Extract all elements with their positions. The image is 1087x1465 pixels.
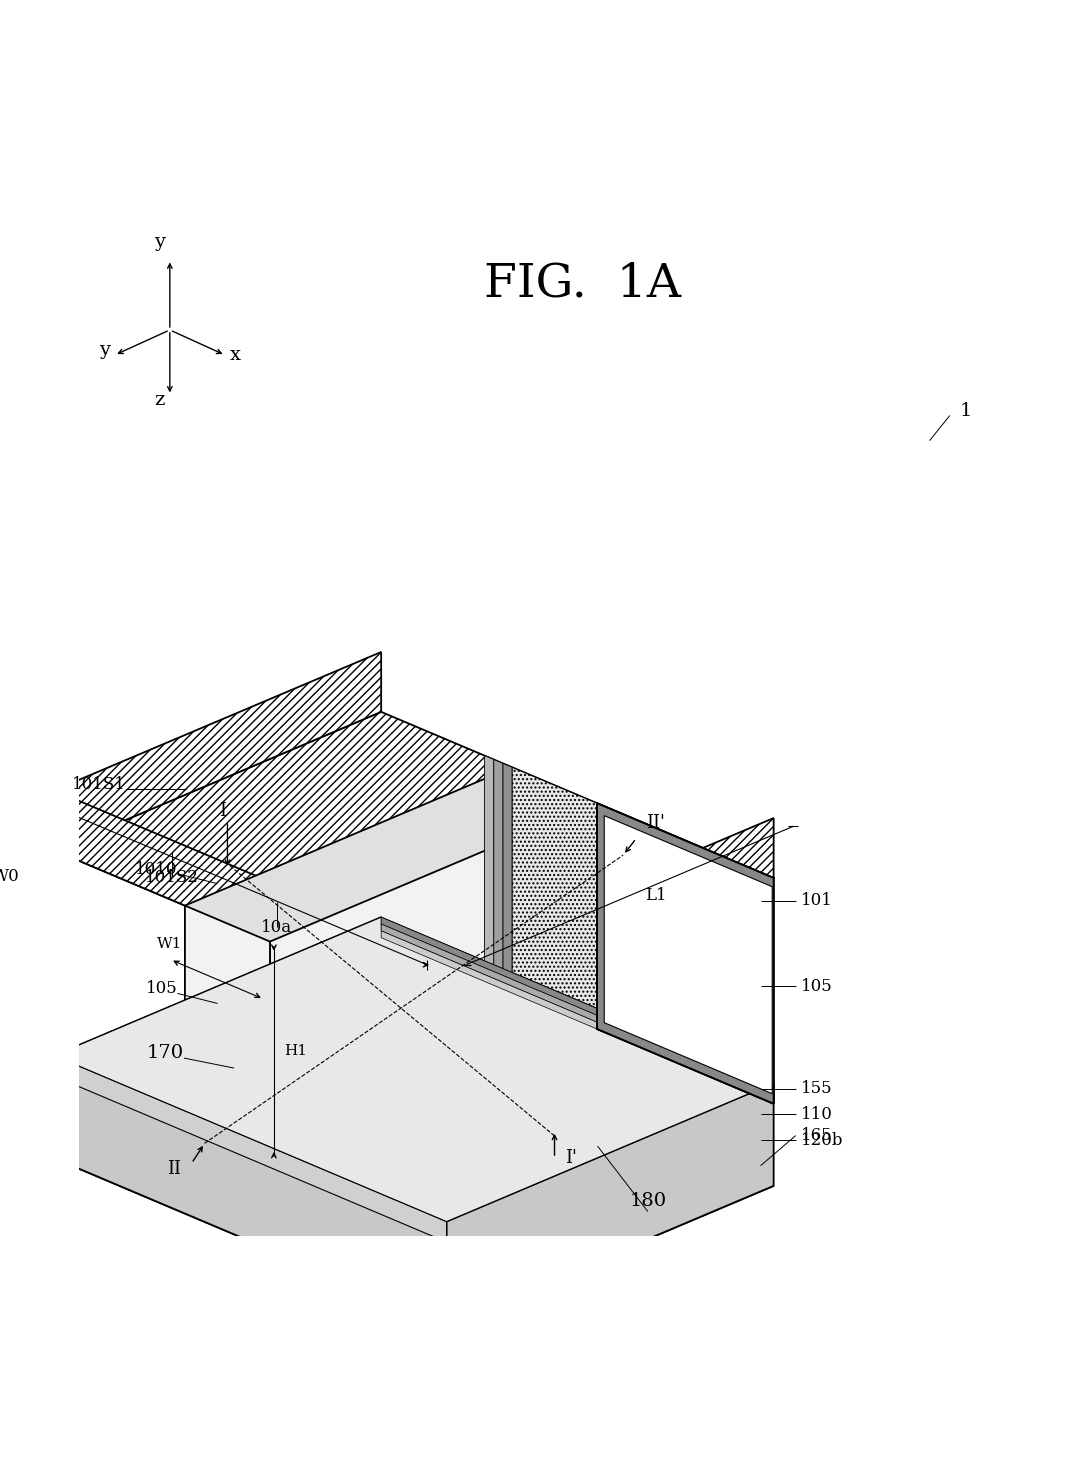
- Polygon shape: [54, 652, 382, 850]
- Polygon shape: [185, 905, 270, 1147]
- Text: 165: 165: [801, 1127, 833, 1144]
- Text: 110: 110: [801, 1106, 833, 1122]
- Text: H1: H1: [284, 1045, 307, 1058]
- Polygon shape: [270, 803, 597, 1147]
- Polygon shape: [54, 1020, 774, 1324]
- Polygon shape: [382, 917, 774, 1090]
- Text: x: x: [229, 346, 240, 365]
- Text: y: y: [99, 341, 110, 359]
- Polygon shape: [54, 790, 447, 1017]
- Polygon shape: [54, 917, 774, 1222]
- Text: W0: W0: [0, 869, 20, 885]
- Text: 120b: 120b: [801, 1131, 844, 1149]
- Polygon shape: [503, 763, 512, 973]
- Polygon shape: [604, 817, 772, 1093]
- Polygon shape: [485, 756, 493, 965]
- Text: II': II': [647, 815, 665, 832]
- Text: 180: 180: [629, 1193, 666, 1210]
- Polygon shape: [54, 1056, 447, 1324]
- Polygon shape: [382, 924, 774, 1097]
- Polygon shape: [54, 712, 774, 1017]
- Text: I': I': [564, 1149, 576, 1168]
- Text: 1: 1: [960, 401, 972, 419]
- Polygon shape: [185, 768, 512, 1110]
- Text: y: y: [154, 233, 165, 252]
- Text: 101: 101: [801, 892, 833, 910]
- Text: 105: 105: [801, 977, 833, 995]
- Polygon shape: [382, 917, 774, 1087]
- Text: 101S2: 101S2: [145, 869, 199, 886]
- Polygon shape: [493, 759, 503, 968]
- Polygon shape: [604, 816, 772, 1094]
- Polygon shape: [447, 1083, 774, 1324]
- Text: L1: L1: [645, 886, 666, 904]
- Polygon shape: [54, 917, 382, 1159]
- Text: FIG.  1A: FIG. 1A: [484, 262, 680, 306]
- Polygon shape: [54, 1056, 447, 1242]
- Polygon shape: [447, 817, 774, 1017]
- Text: z: z: [154, 391, 165, 409]
- Text: 155: 155: [801, 1080, 833, 1097]
- Text: II: II: [167, 1159, 182, 1178]
- Text: W1: W1: [157, 938, 183, 951]
- Polygon shape: [382, 921, 774, 1091]
- Text: I: I: [218, 801, 226, 820]
- Polygon shape: [185, 973, 597, 1147]
- Polygon shape: [597, 803, 774, 1103]
- Text: 170: 170: [147, 1045, 184, 1062]
- Text: 1010: 1010: [135, 860, 177, 878]
- Polygon shape: [382, 926, 774, 1096]
- Polygon shape: [597, 803, 774, 1103]
- Polygon shape: [382, 930, 774, 1103]
- Text: 101S1: 101S1: [72, 776, 126, 793]
- Text: 10a: 10a: [261, 919, 292, 936]
- Polygon shape: [512, 768, 597, 1008]
- Text: 105: 105: [146, 980, 177, 998]
